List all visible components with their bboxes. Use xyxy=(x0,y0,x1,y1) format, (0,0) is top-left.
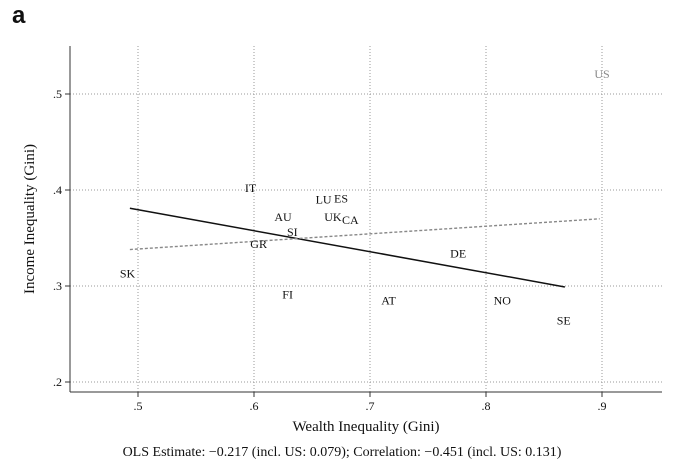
point-label-se: SE xyxy=(557,314,571,328)
point-label-us: US xyxy=(594,67,609,81)
point-label-at: AT xyxy=(381,293,396,307)
point-label-si: SI xyxy=(287,225,298,239)
y-tick-label: .3 xyxy=(53,279,62,293)
y-tick-label: .4 xyxy=(53,183,62,197)
footnote: OLS Estimate: −0.217 (incl. US: 0.079); … xyxy=(122,445,562,460)
x-tick-label: .8 xyxy=(482,399,491,413)
x-tick-label: .9 xyxy=(598,399,607,413)
point-label-es: ES xyxy=(334,192,348,206)
point-label-ca: CA xyxy=(342,213,359,227)
points-layer: US IT LU ES AU UK CA SI GR DE SK FI AT NO SE xyxy=(120,67,610,328)
point-label-it: IT xyxy=(245,181,257,195)
axes-layer: .5 .6 .7 .8 .9 .2 .3 .4 .5 xyxy=(53,46,662,413)
point-label-de: DE xyxy=(450,246,466,260)
point-label-au: AU xyxy=(274,210,292,224)
point-label-sk: SK xyxy=(120,267,136,281)
y-tick-label: .5 xyxy=(53,87,62,101)
panel-label: a xyxy=(12,2,26,29)
x-axis-title: Wealth Inequality (Gini) xyxy=(292,419,439,435)
x-tick-label: .7 xyxy=(366,399,375,413)
fit-lines-layer xyxy=(129,207,600,288)
y-axis-title: Income Inequality (Gini) xyxy=(22,144,38,294)
fit-line-incl-us xyxy=(129,218,600,251)
point-label-gr: GR xyxy=(250,237,267,251)
point-label-no: NO xyxy=(494,293,512,307)
point-label-uk: UK xyxy=(324,210,342,224)
y-tick-label: .2 xyxy=(53,375,62,389)
grid-layer xyxy=(70,46,662,392)
point-label-fi: FI xyxy=(282,288,293,302)
x-tick-label: .5 xyxy=(134,399,143,413)
point-label-lu: LU xyxy=(316,193,332,207)
x-tick-label: .6 xyxy=(250,399,259,413)
fit-line-excl-us xyxy=(129,207,566,288)
